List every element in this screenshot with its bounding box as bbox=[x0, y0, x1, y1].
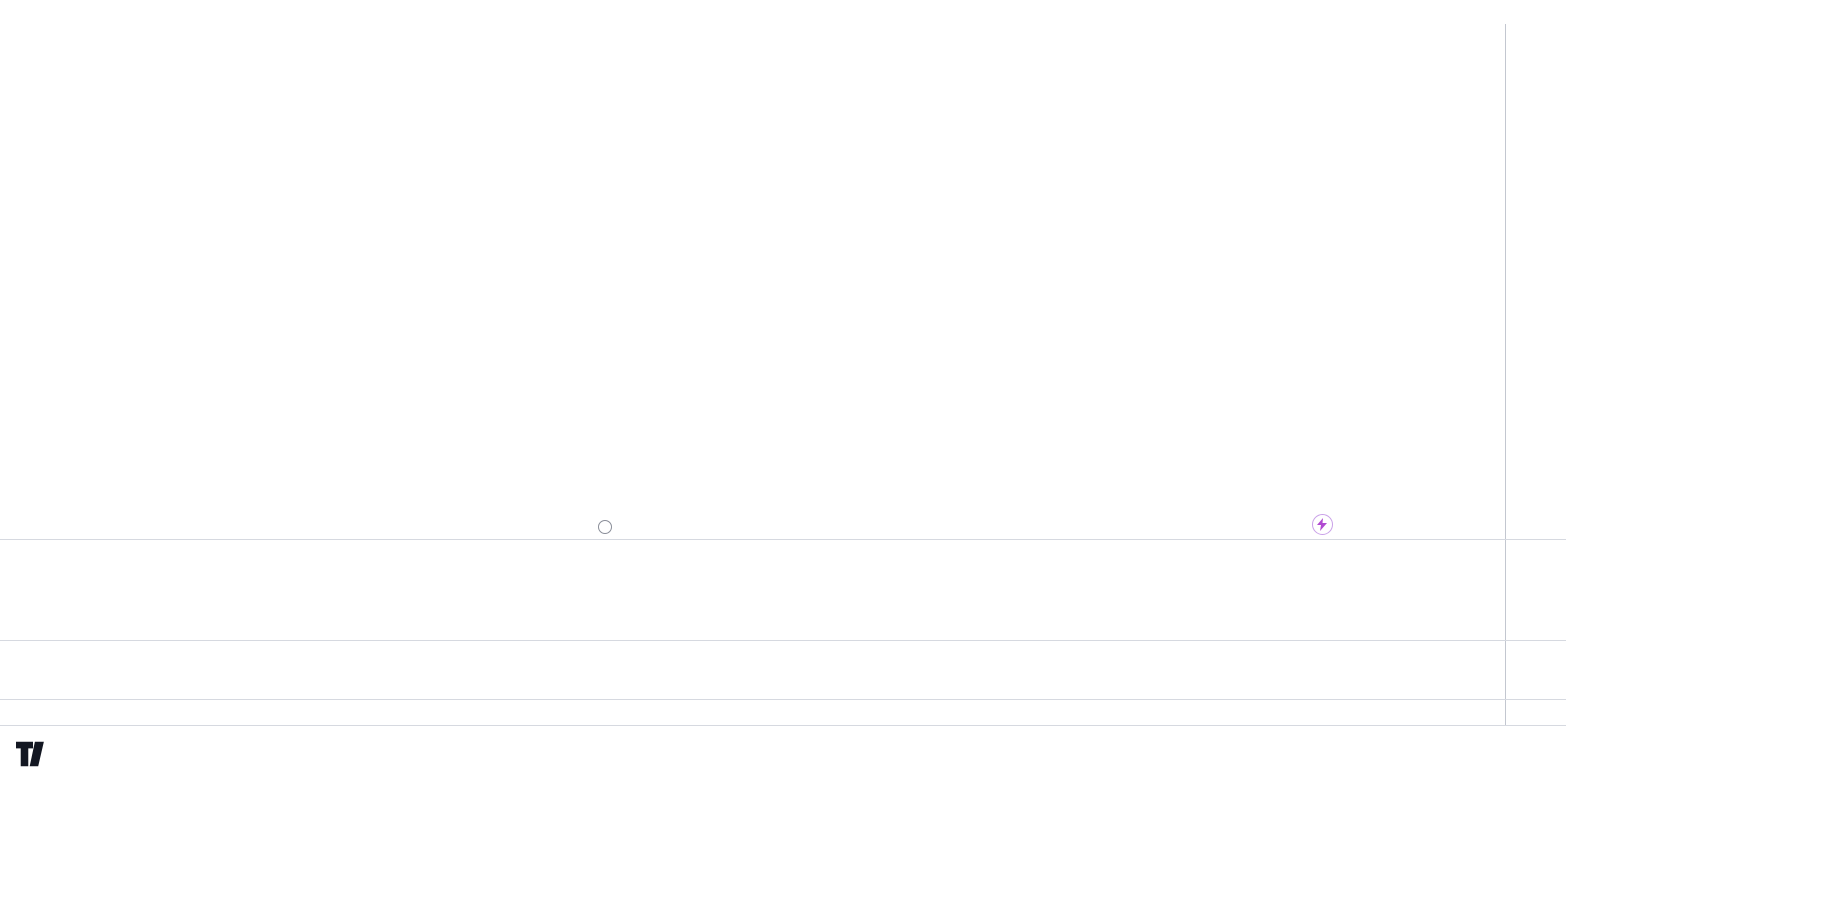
e-badge-icon bbox=[598, 520, 612, 534]
time-axis[interactable] bbox=[0, 700, 1505, 725]
dots-panel[interactable] bbox=[0, 540, 1505, 640]
main-chart-panel[interactable] bbox=[0, 24, 1505, 539]
dots-axis[interactable] bbox=[1505, 540, 1565, 640]
lightning-icon[interactable] bbox=[1312, 514, 1333, 535]
rsi-axis[interactable] bbox=[1505, 641, 1565, 699]
dots-panel-row bbox=[0, 540, 1566, 641]
price-axis[interactable] bbox=[1505, 24, 1565, 539]
ice-watermark bbox=[598, 520, 618, 534]
footer bbox=[0, 726, 1835, 768]
lightning-bolt-glyph bbox=[1317, 518, 1327, 531]
chart-container bbox=[0, 24, 1566, 726]
time-axis-row bbox=[0, 700, 1566, 726]
rsi-panel-row bbox=[0, 641, 1566, 700]
rsi-canvas[interactable] bbox=[0, 641, 1505, 699]
main-panel-row bbox=[0, 24, 1566, 540]
time-axis-corner bbox=[1505, 700, 1565, 725]
price-chart-canvas[interactable] bbox=[0, 24, 1505, 539]
tradingview-logo[interactable] bbox=[16, 740, 226, 768]
dots-canvas[interactable] bbox=[0, 540, 1505, 640]
tradingview-logo-icon bbox=[16, 741, 44, 767]
rsi-panel[interactable] bbox=[0, 641, 1505, 699]
attribution-bar bbox=[0, 0, 1835, 24]
